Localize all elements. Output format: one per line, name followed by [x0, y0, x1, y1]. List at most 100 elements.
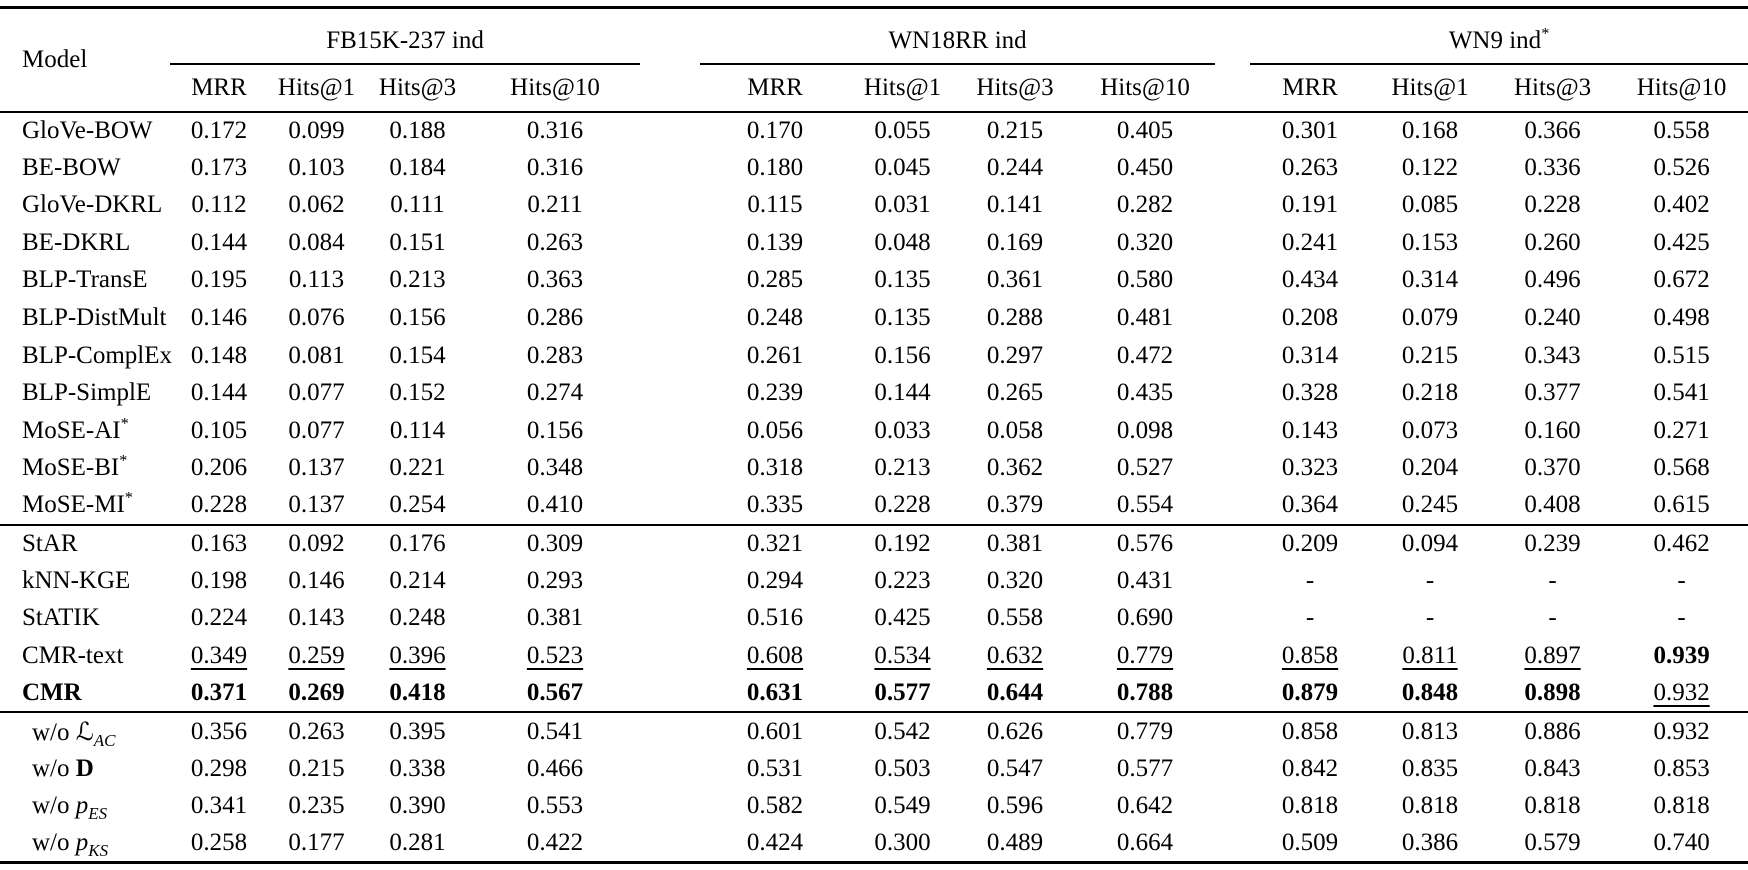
metric-value: 0.348 [526, 454, 584, 482]
metric-value: 0.180 [746, 153, 804, 181]
metric-value: 0.466 [526, 754, 584, 782]
metric-value: 0.386 [1401, 828, 1459, 856]
metric-header-hits10: Hits@10 [470, 63, 641, 113]
metric-value: 0.489 [986, 828, 1044, 856]
table-row: GloVe-BOW 0.172 0.099 0.188 0.316 0.170 0.055 0… [0, 112, 1748, 150]
metric-value: 0.472 [1116, 341, 1174, 369]
table-row: kNN-KGE 0.198 0.146 0.214 0.293 0.294 0.223 0.3… [0, 562, 1748, 600]
model-label: BE-DKRL [22, 228, 131, 256]
metric-value: 0.434 [1281, 266, 1339, 294]
metric-value: 0.788 [1116, 678, 1174, 706]
model-sup: * [124, 488, 133, 507]
metric-value: - [1425, 604, 1435, 632]
metric-value: 0.309 [470, 523, 641, 563]
column-spacer [640, 600, 700, 638]
metric-value: 0.241 [1281, 228, 1339, 256]
column-spacer [1215, 149, 1250, 187]
table-body: GloVe-BOW 0.172 0.099 0.188 0.316 0.170 0.055 0… [0, 112, 1748, 863]
metric-value: 0.615 [1653, 491, 1710, 519]
metric-value: 0.541 [1653, 379, 1710, 407]
metric-value: 0.245 [1401, 491, 1459, 519]
metric-value: 0.228 [874, 491, 931, 519]
metric-header-hits3: Hits@3 [955, 63, 1076, 113]
metric-header-hits10: Hits@10 [1615, 63, 1748, 113]
metric-value: 0.294 [746, 566, 804, 594]
math-symbol: ℒ [75, 716, 94, 746]
column-spacer [640, 523, 701, 563]
metric-value: 0.209 [1250, 523, 1371, 563]
metric-value: 0.377 [1524, 379, 1581, 407]
column-spacer [1215, 711, 1251, 750]
column-spacer [640, 262, 700, 300]
model-label: StATIK [22, 604, 100, 632]
metric-value: 0.842 [1281, 754, 1339, 782]
metric-value: 0.143 [1281, 416, 1339, 444]
metric-value: 0.390 [389, 792, 446, 820]
column-spacer [640, 562, 700, 600]
metric-value: 0.341 [190, 792, 248, 820]
metric-value: 0.939 [1653, 641, 1710, 669]
metric-value: 0.558 [986, 604, 1044, 632]
metric-value: 0.405 [1116, 116, 1174, 144]
metric-value: 0.672 [1653, 266, 1710, 294]
metric-value: 0.163 [170, 523, 268, 563]
metric-value: 0.577 [1116, 754, 1174, 782]
group-header-wn9: WN9 ind* [1250, 7, 1748, 65]
metric-value: 0.321 [700, 523, 851, 563]
metric-value: 0.298 [190, 754, 248, 782]
metric-header-row: MRR Hits@1 Hits@3 Hits@10 MRR Hits@1 Hit… [0, 63, 1748, 113]
metric-value: 0.115 [747, 191, 803, 219]
metric-value: 0.195 [190, 266, 248, 294]
metric-value: 0.265 [986, 379, 1044, 407]
metric-value: 0.314 [1401, 266, 1459, 294]
column-spacer [1215, 750, 1250, 788]
metric-value: 0.549 [874, 792, 931, 820]
column-spacer [1215, 637, 1250, 675]
metric-value: 0.173 [190, 153, 248, 181]
metric-value: 0.172 [190, 116, 248, 144]
metric-value: 0.213 [874, 454, 931, 482]
column-spacer [1215, 299, 1250, 337]
column-spacer [640, 750, 700, 788]
metric-value: 0.258 [190, 828, 248, 856]
model-label: BE-BOW [22, 153, 121, 181]
metric-value: 0.143 [288, 604, 345, 632]
metric-value: 0.402 [1653, 191, 1710, 219]
metric-value: 0.632 [986, 641, 1044, 669]
metric-value: 0.462 [1615, 523, 1748, 563]
metric-value: 0.335 [746, 491, 804, 519]
math-symbol: p [75, 792, 89, 820]
metric-value: 0.031 [874, 191, 931, 219]
metric-value: - [1548, 604, 1557, 632]
metric-value: 0.191 [1281, 191, 1339, 219]
table-row: w/o pKS 0.258 0.177 0.281 0.422 0.424 0.300 0.4… [0, 825, 1748, 863]
metric-value: 0.261 [746, 341, 804, 369]
model-label: BLP-SimplE [22, 379, 152, 407]
metric-value: 0.228 [190, 491, 248, 519]
metric-value: 0.213 [389, 266, 446, 294]
metric-value: 0.531 [746, 754, 804, 782]
metric-value: 0.858 [1250, 711, 1371, 750]
metric-header-hits10: Hits@10 [1075, 63, 1216, 113]
metric-value: 0.558 [1653, 116, 1710, 144]
metric-value: 0.215 [986, 116, 1044, 144]
metric-value: 0.144 [874, 379, 931, 407]
column-spacer [640, 187, 700, 225]
metric-value: 0.224 [190, 604, 248, 632]
metric-value: 0.105 [190, 416, 248, 444]
model-column-header: Model [0, 7, 170, 113]
column-spacer [640, 149, 700, 187]
metric-value: 0.898 [1524, 678, 1581, 706]
metric-value: 0.113 [288, 266, 345, 294]
metric-value: 0.818 [1524, 792, 1581, 820]
metric-value: 0.221 [389, 454, 446, 482]
metric-value: 0.362 [986, 454, 1044, 482]
column-spacer [1215, 825, 1250, 863]
math-symbol: D [75, 754, 94, 782]
metric-value: 0.450 [1116, 153, 1174, 181]
model-label: w/o D [32, 754, 94, 782]
metric-value: 0.206 [190, 454, 248, 482]
metric-value: 0.320 [1116, 228, 1174, 256]
column-spacer [640, 337, 700, 375]
column-spacer [1215, 523, 1251, 563]
